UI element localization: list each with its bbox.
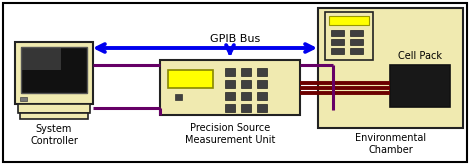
Text: Environmental
Chamber: Environmental Chamber bbox=[355, 133, 426, 155]
Bar bbox=[241, 104, 251, 112]
Bar bbox=[18, 104, 90, 113]
Bar bbox=[257, 80, 267, 88]
Bar bbox=[350, 30, 363, 36]
Bar bbox=[257, 68, 267, 76]
Bar bbox=[390, 65, 450, 107]
Bar bbox=[225, 104, 235, 112]
Bar bbox=[20, 97, 27, 101]
Text: GPIB Bus: GPIB Bus bbox=[210, 34, 260, 44]
Bar bbox=[241, 92, 251, 100]
Bar bbox=[257, 92, 267, 100]
Bar bbox=[331, 48, 344, 54]
Text: Precision Source
Measurement Unit: Precision Source Measurement Unit bbox=[185, 123, 275, 145]
Bar bbox=[241, 80, 251, 88]
Bar bbox=[329, 16, 369, 25]
Bar bbox=[225, 92, 235, 100]
Bar bbox=[15, 42, 93, 104]
Bar bbox=[331, 30, 344, 36]
Bar bbox=[21, 47, 61, 70]
Bar bbox=[350, 39, 363, 45]
Bar bbox=[318, 8, 463, 128]
Bar bbox=[175, 94, 182, 100]
Bar bbox=[225, 68, 235, 76]
Bar bbox=[325, 12, 373, 60]
Bar bbox=[168, 70, 213, 88]
Bar bbox=[350, 48, 363, 54]
Bar bbox=[21, 47, 87, 93]
Text: System
Controller: System Controller bbox=[30, 124, 78, 146]
Bar bbox=[225, 80, 235, 88]
Bar bbox=[331, 39, 344, 45]
Bar bbox=[160, 60, 300, 115]
Text: Cell Pack: Cell Pack bbox=[398, 51, 442, 61]
Bar bbox=[20, 113, 88, 119]
Bar bbox=[21, 47, 87, 93]
Bar bbox=[241, 68, 251, 76]
Bar bbox=[257, 104, 267, 112]
